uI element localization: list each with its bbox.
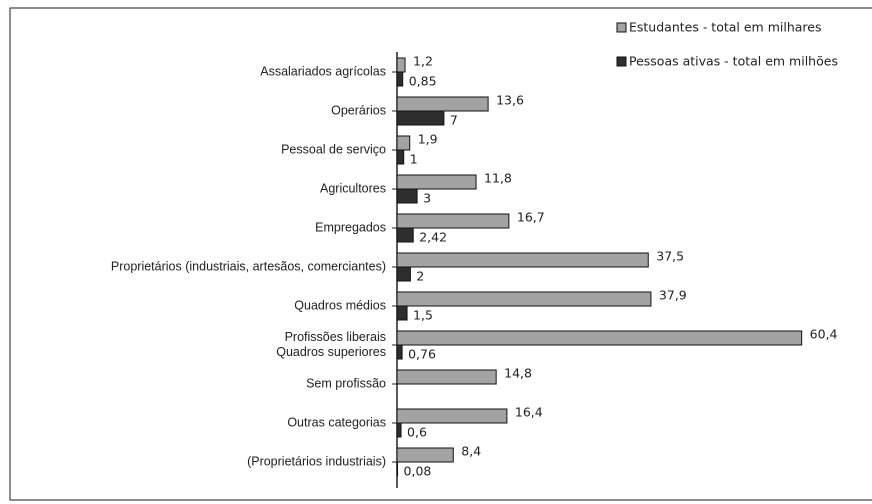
bar [396,461,399,477]
bar [396,408,508,424]
bar [396,174,477,190]
value-label: 0,76 [408,347,436,362]
value-label: 3 [423,191,431,206]
value-label: 37,5 [656,249,684,264]
bar [396,447,454,463]
value-label: 60,4 [810,327,838,342]
value-label: 0,85 [409,74,437,89]
value-label: 1,9 [418,132,438,147]
bar [396,188,418,204]
value-label: 13,6 [496,93,524,108]
bar [396,149,405,165]
bar [396,213,510,229]
bar [396,305,408,321]
value-label: 8,4 [461,444,481,459]
value-label: 7 [450,113,458,128]
value-label: 1 [410,152,418,167]
category-label: Proprietários (industriais, artesãos, co… [110,259,386,274]
bar [396,422,402,438]
category-label: Outras categorias [287,415,386,430]
category-label: Pessoal de serviço [281,142,386,157]
value-label: 37,9 [659,288,687,303]
bar [396,135,411,151]
legend-swatch [616,22,627,33]
bar [396,291,652,307]
bar [396,227,414,243]
bar [396,96,489,112]
value-label: 16,4 [515,405,543,420]
category-label: Profissões liberais Quadros superiores [276,330,386,359]
value-label: 2,42 [419,230,447,245]
legend-label: Pessoas ativas - total em milhões [629,54,838,69]
value-label: 16,7 [517,210,545,225]
value-label: 0,08 [404,464,432,479]
category-label: (Proprietários industriais) [247,454,386,469]
category-label: Agricultores [320,181,386,196]
legend-swatch [616,56,627,67]
category-label: Empregados [315,220,386,235]
value-label: 11,8 [484,171,512,186]
category-label: Operários [331,103,386,118]
category-label: Assalariados agrícolas [260,64,386,79]
bar [396,344,403,360]
legend-label: Estudantes - total em milhares [629,20,821,35]
category-label: Quadros médios [294,298,386,313]
bar [396,110,445,126]
bar [396,266,411,282]
bar [396,330,803,346]
bar [396,252,649,268]
value-label: 0,6 [407,425,427,440]
category-label: Sem profissão [306,376,386,391]
bar [396,57,406,73]
bar [396,71,404,87]
value-label: 1,5 [413,308,433,323]
value-label: 2 [416,269,424,284]
bar [396,369,497,385]
value-label: 14,8 [504,366,532,381]
value-label: 1,2 [413,54,433,69]
